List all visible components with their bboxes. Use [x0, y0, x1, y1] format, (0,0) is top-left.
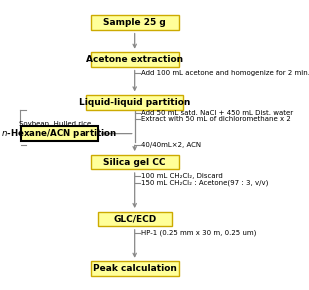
Text: Liquid-liquid partition: Liquid-liquid partition: [79, 98, 190, 107]
Text: Add 50 mL satd. NaCl + 450 mL Dist. water: Add 50 mL satd. NaCl + 450 mL Dist. wate…: [141, 110, 293, 116]
Text: $n$-Hexane/ACN partition: $n$-Hexane/ACN partition: [1, 127, 117, 140]
Text: Silica gel CC: Silica gel CC: [104, 157, 166, 166]
FancyBboxPatch shape: [91, 155, 179, 169]
FancyBboxPatch shape: [86, 95, 183, 110]
Text: 100 mL CH₂Cl₂, Discard: 100 mL CH₂Cl₂, Discard: [141, 173, 223, 179]
Text: Sample 25 g: Sample 25 g: [103, 18, 166, 27]
Text: Extract with 50 mL of dichloromethane x 2: Extract with 50 mL of dichloromethane x …: [141, 116, 291, 122]
Text: 150 mL CH₂Cl₂ : Acetone(97 : 3, v/v): 150 mL CH₂Cl₂ : Acetone(97 : 3, v/v): [141, 179, 268, 186]
FancyBboxPatch shape: [98, 212, 172, 226]
FancyBboxPatch shape: [91, 52, 179, 67]
Text: GLC/ECD: GLC/ECD: [113, 215, 156, 224]
FancyBboxPatch shape: [91, 15, 179, 30]
Text: Soybean, Hulled rice: Soybean, Hulled rice: [19, 121, 92, 127]
FancyBboxPatch shape: [21, 126, 98, 141]
FancyBboxPatch shape: [91, 261, 179, 276]
Text: 40/40mL×2, ACN: 40/40mL×2, ACN: [141, 142, 201, 148]
Text: Add 100 mL acetone and homogenize for 2 min.: Add 100 mL acetone and homogenize for 2 …: [141, 70, 309, 76]
Text: Peak calculation: Peak calculation: [93, 264, 177, 273]
Text: Acetone extraction: Acetone extraction: [86, 55, 183, 64]
Text: HP-1 (0.25 mm x 30 m, 0.25 um): HP-1 (0.25 mm x 30 m, 0.25 um): [141, 229, 256, 236]
